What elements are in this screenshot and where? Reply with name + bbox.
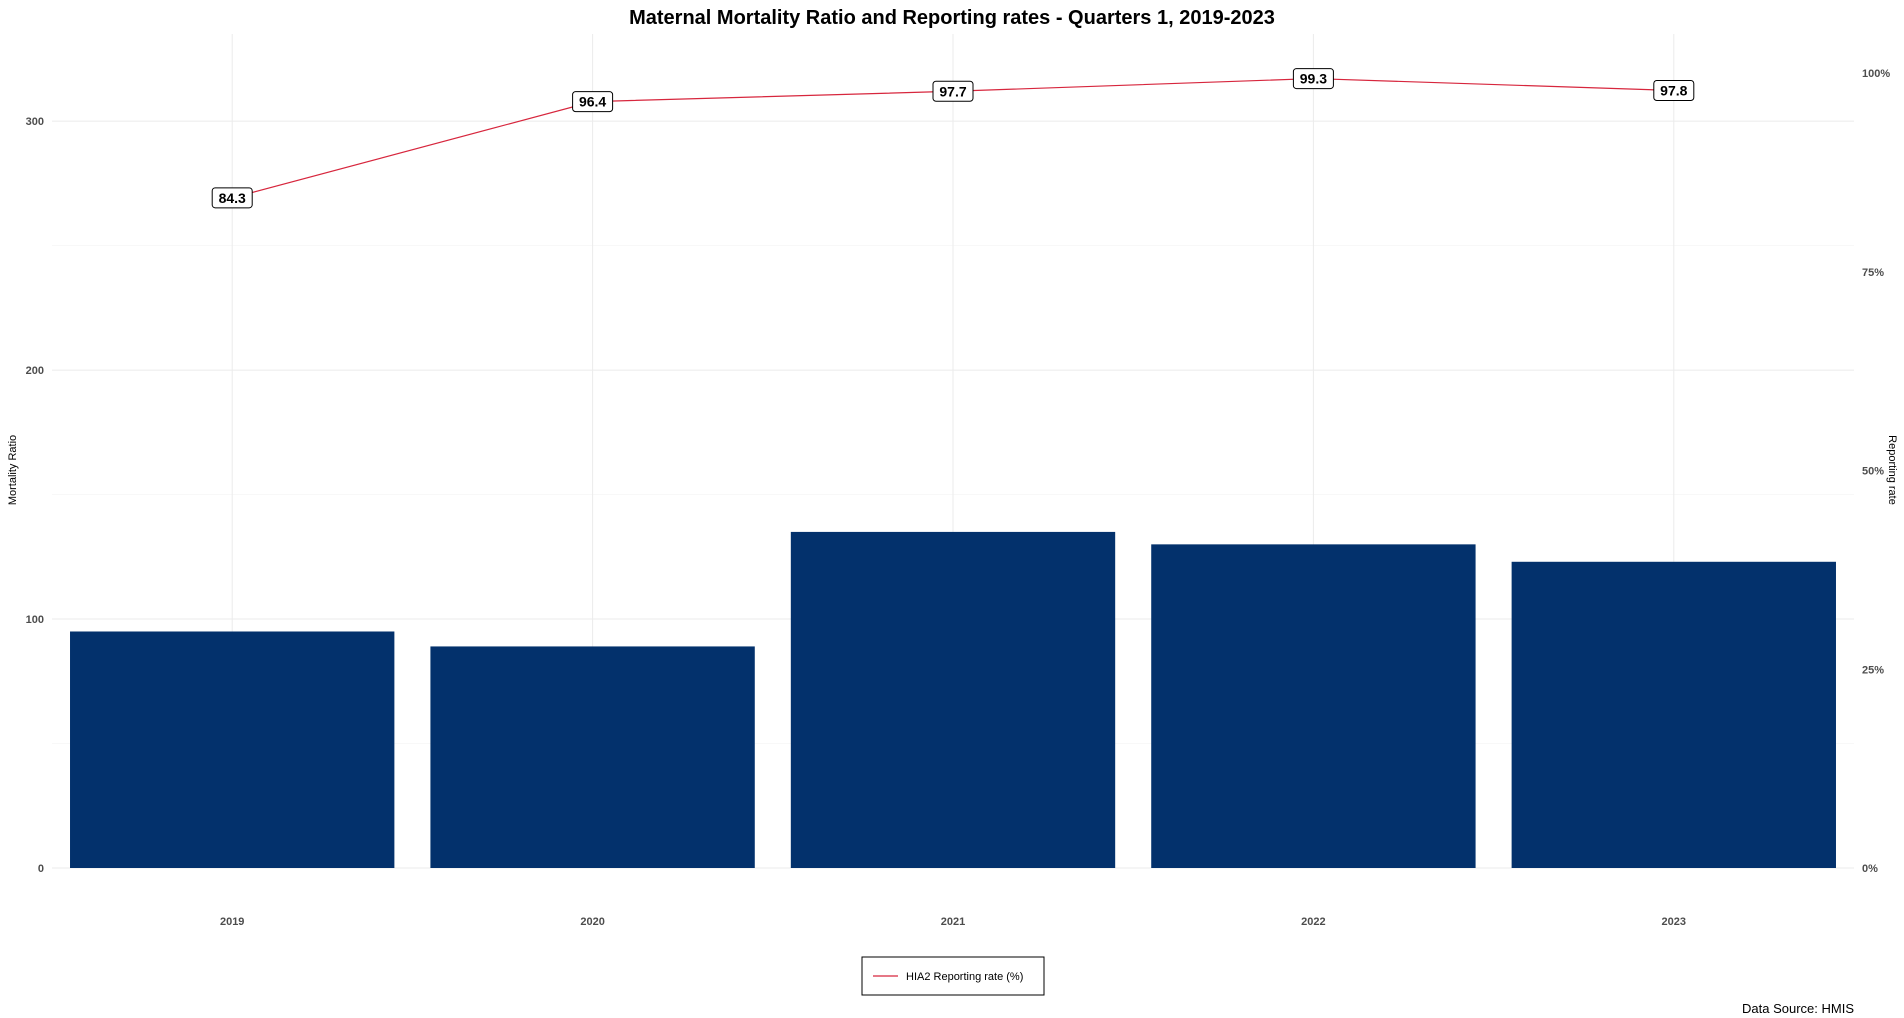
bar-2019 [70, 631, 395, 868]
left-axis-ticks: 0 100 200 300 [26, 116, 44, 875]
data-label: 84.3 [219, 190, 246, 206]
data-source: Data Source: HMIS [1742, 1001, 1854, 1016]
data-label-box [1653, 79, 1695, 101]
data-label: 96.4 [579, 94, 606, 110]
data-label: 97.8 [1660, 82, 1687, 98]
y-axis-right-title: Reporting rate [1886, 435, 1898, 505]
legend-label: HIA2 Reporting rate (%) [906, 971, 1023, 983]
reporting-rate-line: 84.3 96.4 97.7 99.3 97.8 [211, 68, 1695, 209]
y-right-tick-label: 0% [1862, 863, 1878, 875]
y-left-tick-label: 200 [26, 365, 44, 377]
x-tick-label: 2022 [1301, 916, 1325, 928]
bar-2021 [790, 531, 1116, 868]
x-tick-label: 2019 [220, 916, 244, 928]
data-label: 97.7 [939, 83, 966, 99]
x-tick-label: 2021 [941, 916, 965, 928]
x-tick-label: 2023 [1662, 916, 1686, 928]
bar-2020 [430, 646, 755, 868]
data-label-box [1292, 68, 1334, 90]
y-left-tick-label: 0 [38, 863, 44, 875]
bar-2022 [1151, 544, 1476, 868]
y-left-tick-label: 100 [26, 614, 44, 626]
right-axis-ticks: 0% 25% 50% 75% 100% [1862, 68, 1890, 875]
x-axis-ticks: 2019 2020 2021 2022 2023 [220, 916, 1686, 928]
x-tick-label: 2020 [580, 916, 604, 928]
y-left-tick-label: 300 [26, 116, 44, 128]
bars [70, 531, 1836, 868]
y-right-tick-label: 100% [1862, 68, 1890, 80]
bar-2023 [1511, 561, 1836, 868]
data-label-box [932, 80, 974, 102]
data-label-box [211, 187, 253, 209]
data-label-box [572, 91, 614, 113]
legend: HIA2 Reporting rate (%) [861, 956, 1045, 996]
y-right-tick-label: 75% [1862, 267, 1884, 279]
y-axis-left-title: Mortality Ratio [7, 435, 19, 505]
chart-title: Maternal Mortality Ratio and Reporting r… [629, 7, 1275, 29]
data-label: 99.3 [1300, 71, 1327, 87]
y-right-tick-label: 25% [1862, 664, 1884, 676]
y-right-tick-label: 50% [1862, 466, 1884, 478]
